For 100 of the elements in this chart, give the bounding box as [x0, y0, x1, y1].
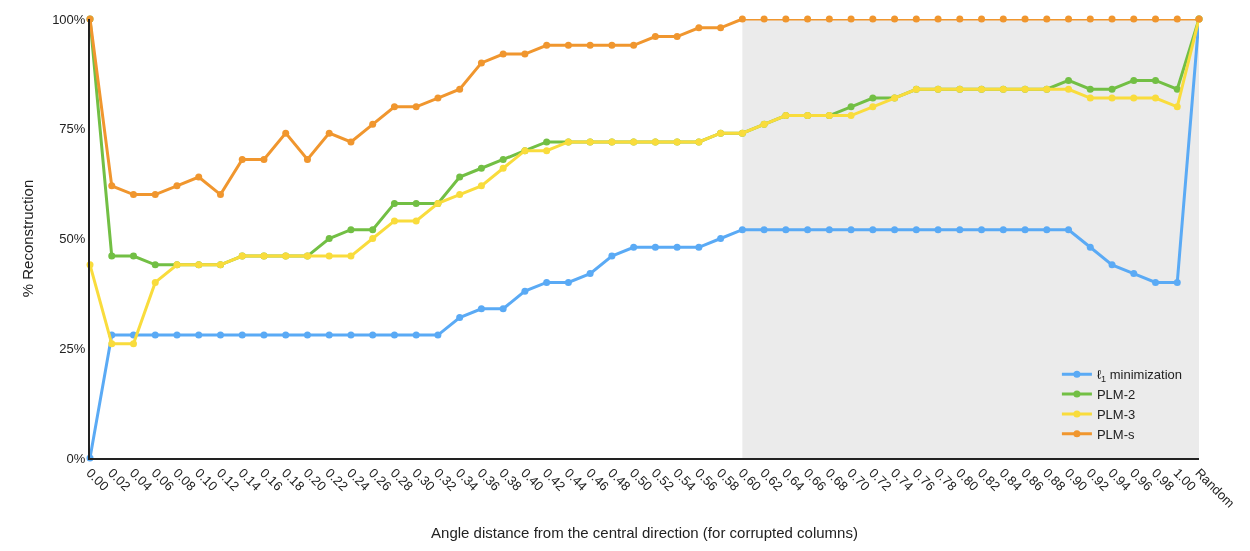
- legend-label: PLM-s: [1096, 426, 1135, 442]
- point: [1065, 226, 1073, 234]
- point: [695, 24, 703, 32]
- point: [456, 314, 464, 322]
- point: [499, 155, 507, 163]
- point: [1065, 15, 1073, 23]
- point: [1108, 85, 1116, 93]
- point: [477, 305, 485, 313]
- point: [1130, 94, 1138, 102]
- point: [564, 278, 572, 286]
- point: [673, 33, 681, 41]
- point: [1152, 94, 1160, 102]
- point: [847, 112, 855, 120]
- point: [1065, 85, 1073, 93]
- point: [412, 199, 420, 207]
- point: [477, 59, 485, 67]
- point: [1130, 15, 1138, 23]
- point: [369, 235, 377, 242]
- point: [847, 226, 855, 234]
- legend-label: ℓ$_{1}$ minimization: [1096, 367, 1183, 384]
- point: [543, 138, 551, 146]
- point: [912, 226, 920, 234]
- point: [108, 182, 116, 190]
- point: [499, 305, 507, 313]
- point: [586, 270, 594, 278]
- point: [347, 331, 355, 339]
- point: [760, 15, 768, 23]
- point: [543, 278, 551, 286]
- point: [717, 235, 725, 242]
- point: [347, 252, 355, 260]
- point: [195, 173, 203, 181]
- point: [847, 103, 855, 111]
- point: [390, 199, 398, 207]
- legend-label: PLM-3: [1096, 407, 1136, 423]
- point: [782, 15, 790, 23]
- point: [303, 331, 311, 339]
- point: [717, 24, 725, 32]
- point: [1043, 226, 1051, 234]
- point: [869, 103, 877, 111]
- x-axis-title: Angle distance from the central direction (for corrupted columns): [431, 524, 858, 542]
- point: [782, 226, 790, 234]
- point: [260, 331, 268, 339]
- point: [869, 226, 877, 234]
- point: [390, 217, 398, 225]
- point: [1065, 76, 1073, 84]
- point: [934, 15, 942, 23]
- point: [303, 155, 311, 163]
- point: [499, 50, 507, 58]
- point: [434, 94, 442, 102]
- point: [1152, 76, 1160, 84]
- point: [543, 41, 551, 49]
- point: [499, 164, 507, 172]
- point: [956, 15, 964, 23]
- point: [477, 164, 485, 172]
- y-tick-label: 100%: [52, 11, 86, 27]
- point: [1086, 94, 1094, 102]
- point: [1086, 85, 1094, 93]
- point: [1130, 270, 1138, 278]
- point: [108, 340, 116, 348]
- point: [1108, 15, 1116, 23]
- point: [325, 129, 333, 137]
- point: [869, 94, 877, 102]
- point: [999, 226, 1007, 234]
- point: [456, 85, 464, 93]
- point: [151, 261, 159, 269]
- point: [760, 226, 768, 234]
- point: [1130, 76, 1138, 84]
- point: [325, 252, 333, 260]
- point: [1173, 103, 1181, 111]
- point: [738, 226, 746, 234]
- point: [586, 41, 594, 49]
- point: [282, 331, 290, 339]
- point: [673, 243, 681, 251]
- point: [151, 191, 159, 199]
- point: [477, 182, 485, 190]
- point: [1152, 15, 1160, 23]
- point: [369, 331, 377, 339]
- point: [804, 15, 812, 23]
- point: [369, 226, 377, 234]
- point: [738, 15, 746, 23]
- point: [847, 15, 855, 23]
- point: [412, 217, 420, 225]
- point: [630, 243, 638, 251]
- point: [369, 120, 377, 128]
- point: [891, 15, 899, 23]
- point: [608, 252, 616, 260]
- y-tick-label: 50%: [59, 231, 86, 247]
- point: [151, 278, 159, 286]
- point: [1086, 243, 1094, 251]
- point: [129, 191, 137, 199]
- point: [521, 287, 529, 295]
- point: [978, 226, 986, 234]
- point: [216, 331, 224, 339]
- point: [238, 155, 246, 163]
- y-tick-label: 0%: [66, 450, 86, 466]
- point: [869, 15, 877, 23]
- point: [608, 41, 616, 49]
- point: [260, 155, 268, 163]
- point: [412, 103, 420, 111]
- point: [825, 15, 833, 23]
